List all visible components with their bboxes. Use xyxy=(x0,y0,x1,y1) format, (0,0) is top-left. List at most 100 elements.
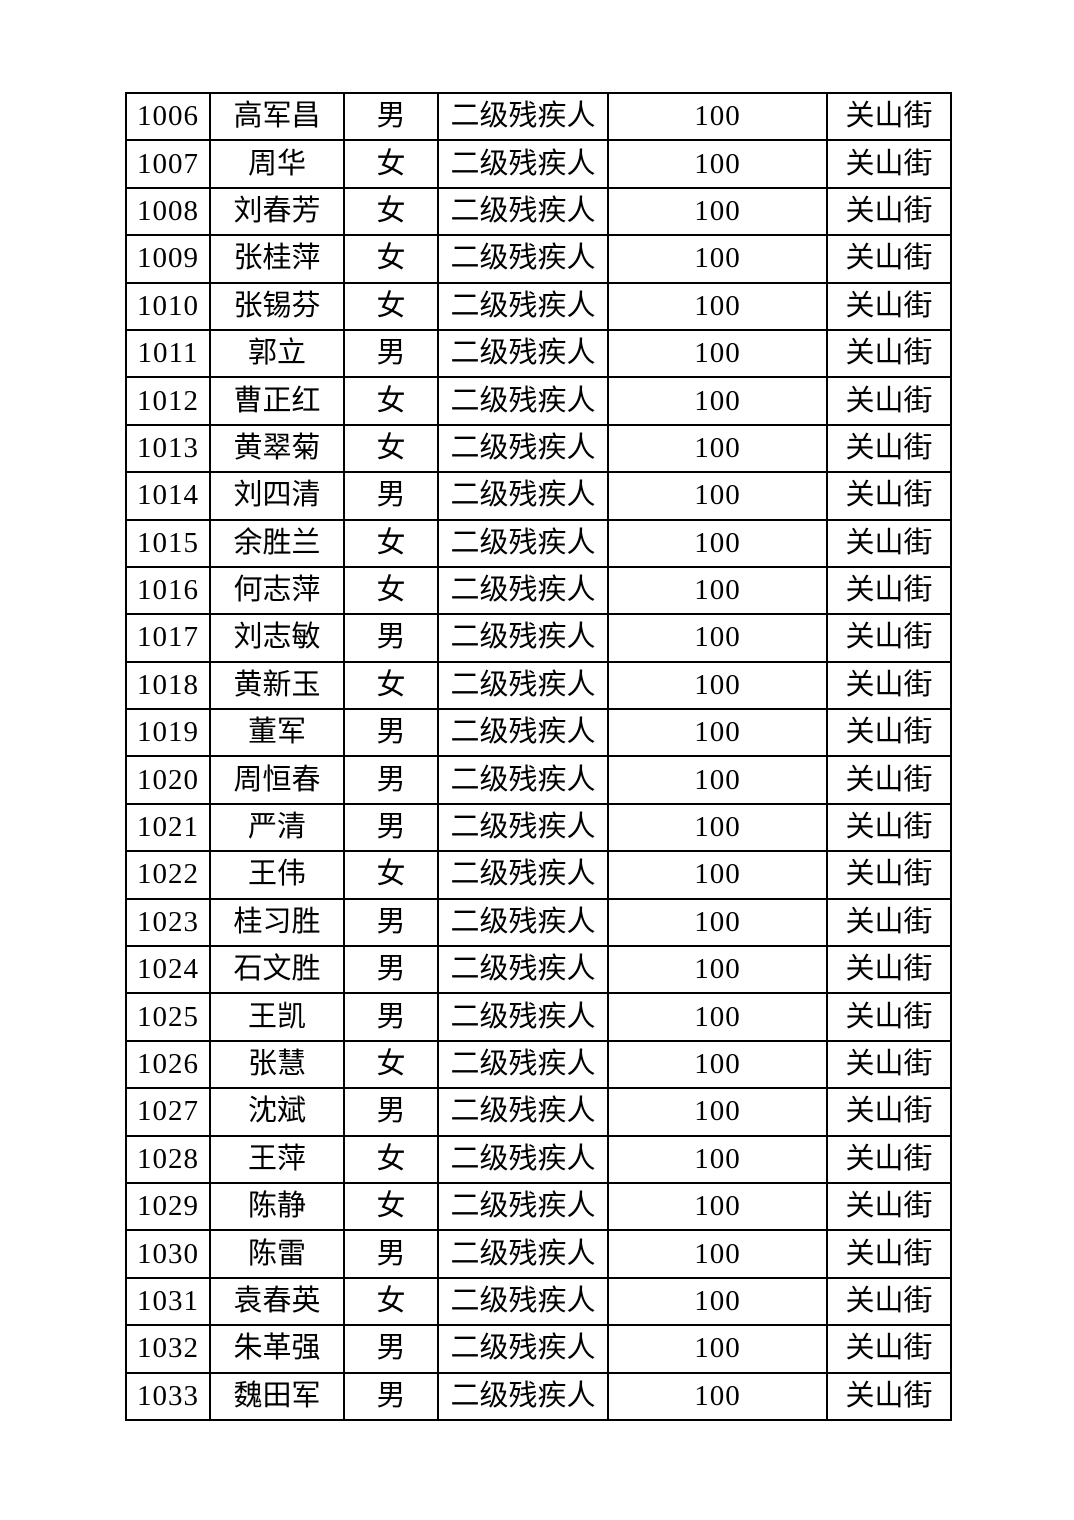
cell-name: 何志萍 xyxy=(209,565,345,616)
cell-amount: 100 xyxy=(607,91,828,142)
table-row: 1023 桂习胜 男 二级残疾人 100 关山街 xyxy=(125,897,952,948)
cell-street: 关山街 xyxy=(826,1371,952,1421)
cell-name: 高军昌 xyxy=(209,91,345,142)
cell-serial-number: 1033 xyxy=(125,1371,211,1421)
cell-street: 关山街 xyxy=(826,660,952,711)
cell-street: 关山街 xyxy=(826,1134,952,1184)
cell-gender: 女 xyxy=(343,565,439,616)
cell-gender: 女 xyxy=(343,1039,439,1090)
cell-category: 二级残疾人 xyxy=(437,1087,609,1137)
cell-category: 二级残疾人 xyxy=(437,660,609,711)
table-row: 1030 陈雷 男 二级残疾人 100 关山街 xyxy=(125,1229,952,1279)
table-row: 1033 魏田军 男 二级残疾人 100 关山街 xyxy=(125,1371,952,1421)
cell-street: 关山街 xyxy=(826,423,952,474)
cell-name: 董军 xyxy=(209,708,345,758)
cell-category: 二级残疾人 xyxy=(437,281,609,331)
cell-serial-number: 1025 xyxy=(125,992,211,1042)
cell-name: 郭立 xyxy=(209,328,345,379)
cell-gender: 男 xyxy=(343,1324,439,1374)
cell-gender: 女 xyxy=(343,1134,439,1184)
cell-serial-number: 1031 xyxy=(125,1276,211,1327)
cell-serial-number: 1016 xyxy=(125,565,211,616)
cell-category: 二级残疾人 xyxy=(437,613,609,663)
table-row: 1029 陈静 女 二级残疾人 100 关山街 xyxy=(125,1181,952,1232)
table-row: 1028 王萍 女 二级残疾人 100 关山街 xyxy=(125,1134,952,1184)
cell-name: 严清 xyxy=(209,802,345,853)
cell-serial-number: 1018 xyxy=(125,660,211,711)
cell-category: 二级残疾人 xyxy=(437,1371,609,1421)
cell-name: 石文胜 xyxy=(209,945,345,995)
table-row: 1020 周恒春 男 二级残疾人 100 关山街 xyxy=(125,755,952,805)
cell-name: 张锡芬 xyxy=(209,281,345,331)
cell-name: 朱革强 xyxy=(209,1324,345,1374)
cell-name: 余胜兰 xyxy=(209,518,345,568)
cell-gender: 女 xyxy=(343,423,439,474)
cell-serial-number: 1009 xyxy=(125,234,211,284)
cell-category: 二级残疾人 xyxy=(437,565,609,616)
table-row: 1018 黄新玉 女 二级残疾人 100 关山街 xyxy=(125,660,952,711)
benefits-table-container: 1006 高军昌 男 二级残疾人 100 关山街 1007 周华 女 二级残疾人… xyxy=(125,91,952,1421)
table-row: 1010 张锡芬 女 二级残疾人 100 关山街 xyxy=(125,281,952,331)
cell-amount: 100 xyxy=(607,234,828,284)
cell-amount: 100 xyxy=(607,423,828,474)
cell-street: 关山街 xyxy=(826,897,952,948)
cell-serial-number: 1010 xyxy=(125,281,211,331)
cell-name: 曹正红 xyxy=(209,376,345,426)
cell-serial-number: 1024 xyxy=(125,945,211,995)
cell-street: 关山街 xyxy=(826,186,952,237)
cell-amount: 100 xyxy=(607,471,828,521)
cell-name: 刘四清 xyxy=(209,471,345,521)
table-row: 1006 高军昌 男 二级残疾人 100 关山街 xyxy=(125,91,952,142)
cell-street: 关山街 xyxy=(826,755,952,805)
cell-street: 关山街 xyxy=(826,1039,952,1090)
cell-serial-number: 1007 xyxy=(125,139,211,189)
cell-serial-number: 1029 xyxy=(125,1181,211,1232)
cell-category: 二级残疾人 xyxy=(437,423,609,474)
cell-serial-number: 1021 xyxy=(125,802,211,853)
cell-amount: 100 xyxy=(607,281,828,331)
cell-amount: 100 xyxy=(607,1324,828,1374)
cell-amount: 100 xyxy=(607,1087,828,1137)
cell-gender: 女 xyxy=(343,1181,439,1232)
cell-name: 黄翠菊 xyxy=(209,423,345,474)
table-row: 1024 石文胜 男 二级残疾人 100 关山街 xyxy=(125,945,952,995)
table-row: 1014 刘四清 男 二级残疾人 100 关山街 xyxy=(125,471,952,521)
cell-amount: 100 xyxy=(607,660,828,711)
cell-category: 二级残疾人 xyxy=(437,755,609,805)
cell-street: 关山街 xyxy=(826,376,952,426)
cell-gender: 男 xyxy=(343,328,439,379)
cell-street: 关山街 xyxy=(826,328,952,379)
cell-category: 二级残疾人 xyxy=(437,1324,609,1374)
cell-category: 二级残疾人 xyxy=(437,139,609,189)
table-row: 1017 刘志敏 男 二级残疾人 100 关山街 xyxy=(125,613,952,663)
cell-amount: 100 xyxy=(607,1276,828,1327)
cell-gender: 男 xyxy=(343,992,439,1042)
cell-serial-number: 1032 xyxy=(125,1324,211,1374)
cell-gender: 男 xyxy=(343,1087,439,1137)
cell-street: 关山街 xyxy=(826,1181,952,1232)
table-row: 1011 郭立 男 二级残疾人 100 关山街 xyxy=(125,328,952,379)
cell-category: 二级残疾人 xyxy=(437,328,609,379)
cell-name: 魏田军 xyxy=(209,1371,345,1421)
cell-category: 二级残疾人 xyxy=(437,897,609,948)
cell-street: 关山街 xyxy=(826,1229,952,1279)
cell-street: 关山街 xyxy=(826,992,952,1042)
cell-name: 刘春芳 xyxy=(209,186,345,237)
cell-gender: 女 xyxy=(343,518,439,568)
cell-amount: 100 xyxy=(607,186,828,237)
cell-category: 二级残疾人 xyxy=(437,234,609,284)
cell-name: 黄新玉 xyxy=(209,660,345,711)
table-row: 1007 周华 女 二级残疾人 100 关山街 xyxy=(125,139,952,189)
cell-serial-number: 1011 xyxy=(125,328,211,379)
table-row: 1021 严清 男 二级残疾人 100 关山街 xyxy=(125,802,952,853)
cell-serial-number: 1006 xyxy=(125,91,211,142)
cell-gender: 男 xyxy=(343,945,439,995)
cell-amount: 100 xyxy=(607,1039,828,1090)
table-row: 1025 王凯 男 二级残疾人 100 关山街 xyxy=(125,992,952,1042)
cell-amount: 100 xyxy=(607,850,828,900)
cell-gender: 男 xyxy=(343,613,439,663)
table-row: 1009 张桂萍 女 二级残疾人 100 关山街 xyxy=(125,234,952,284)
cell-amount: 100 xyxy=(607,897,828,948)
cell-street: 关山街 xyxy=(826,518,952,568)
